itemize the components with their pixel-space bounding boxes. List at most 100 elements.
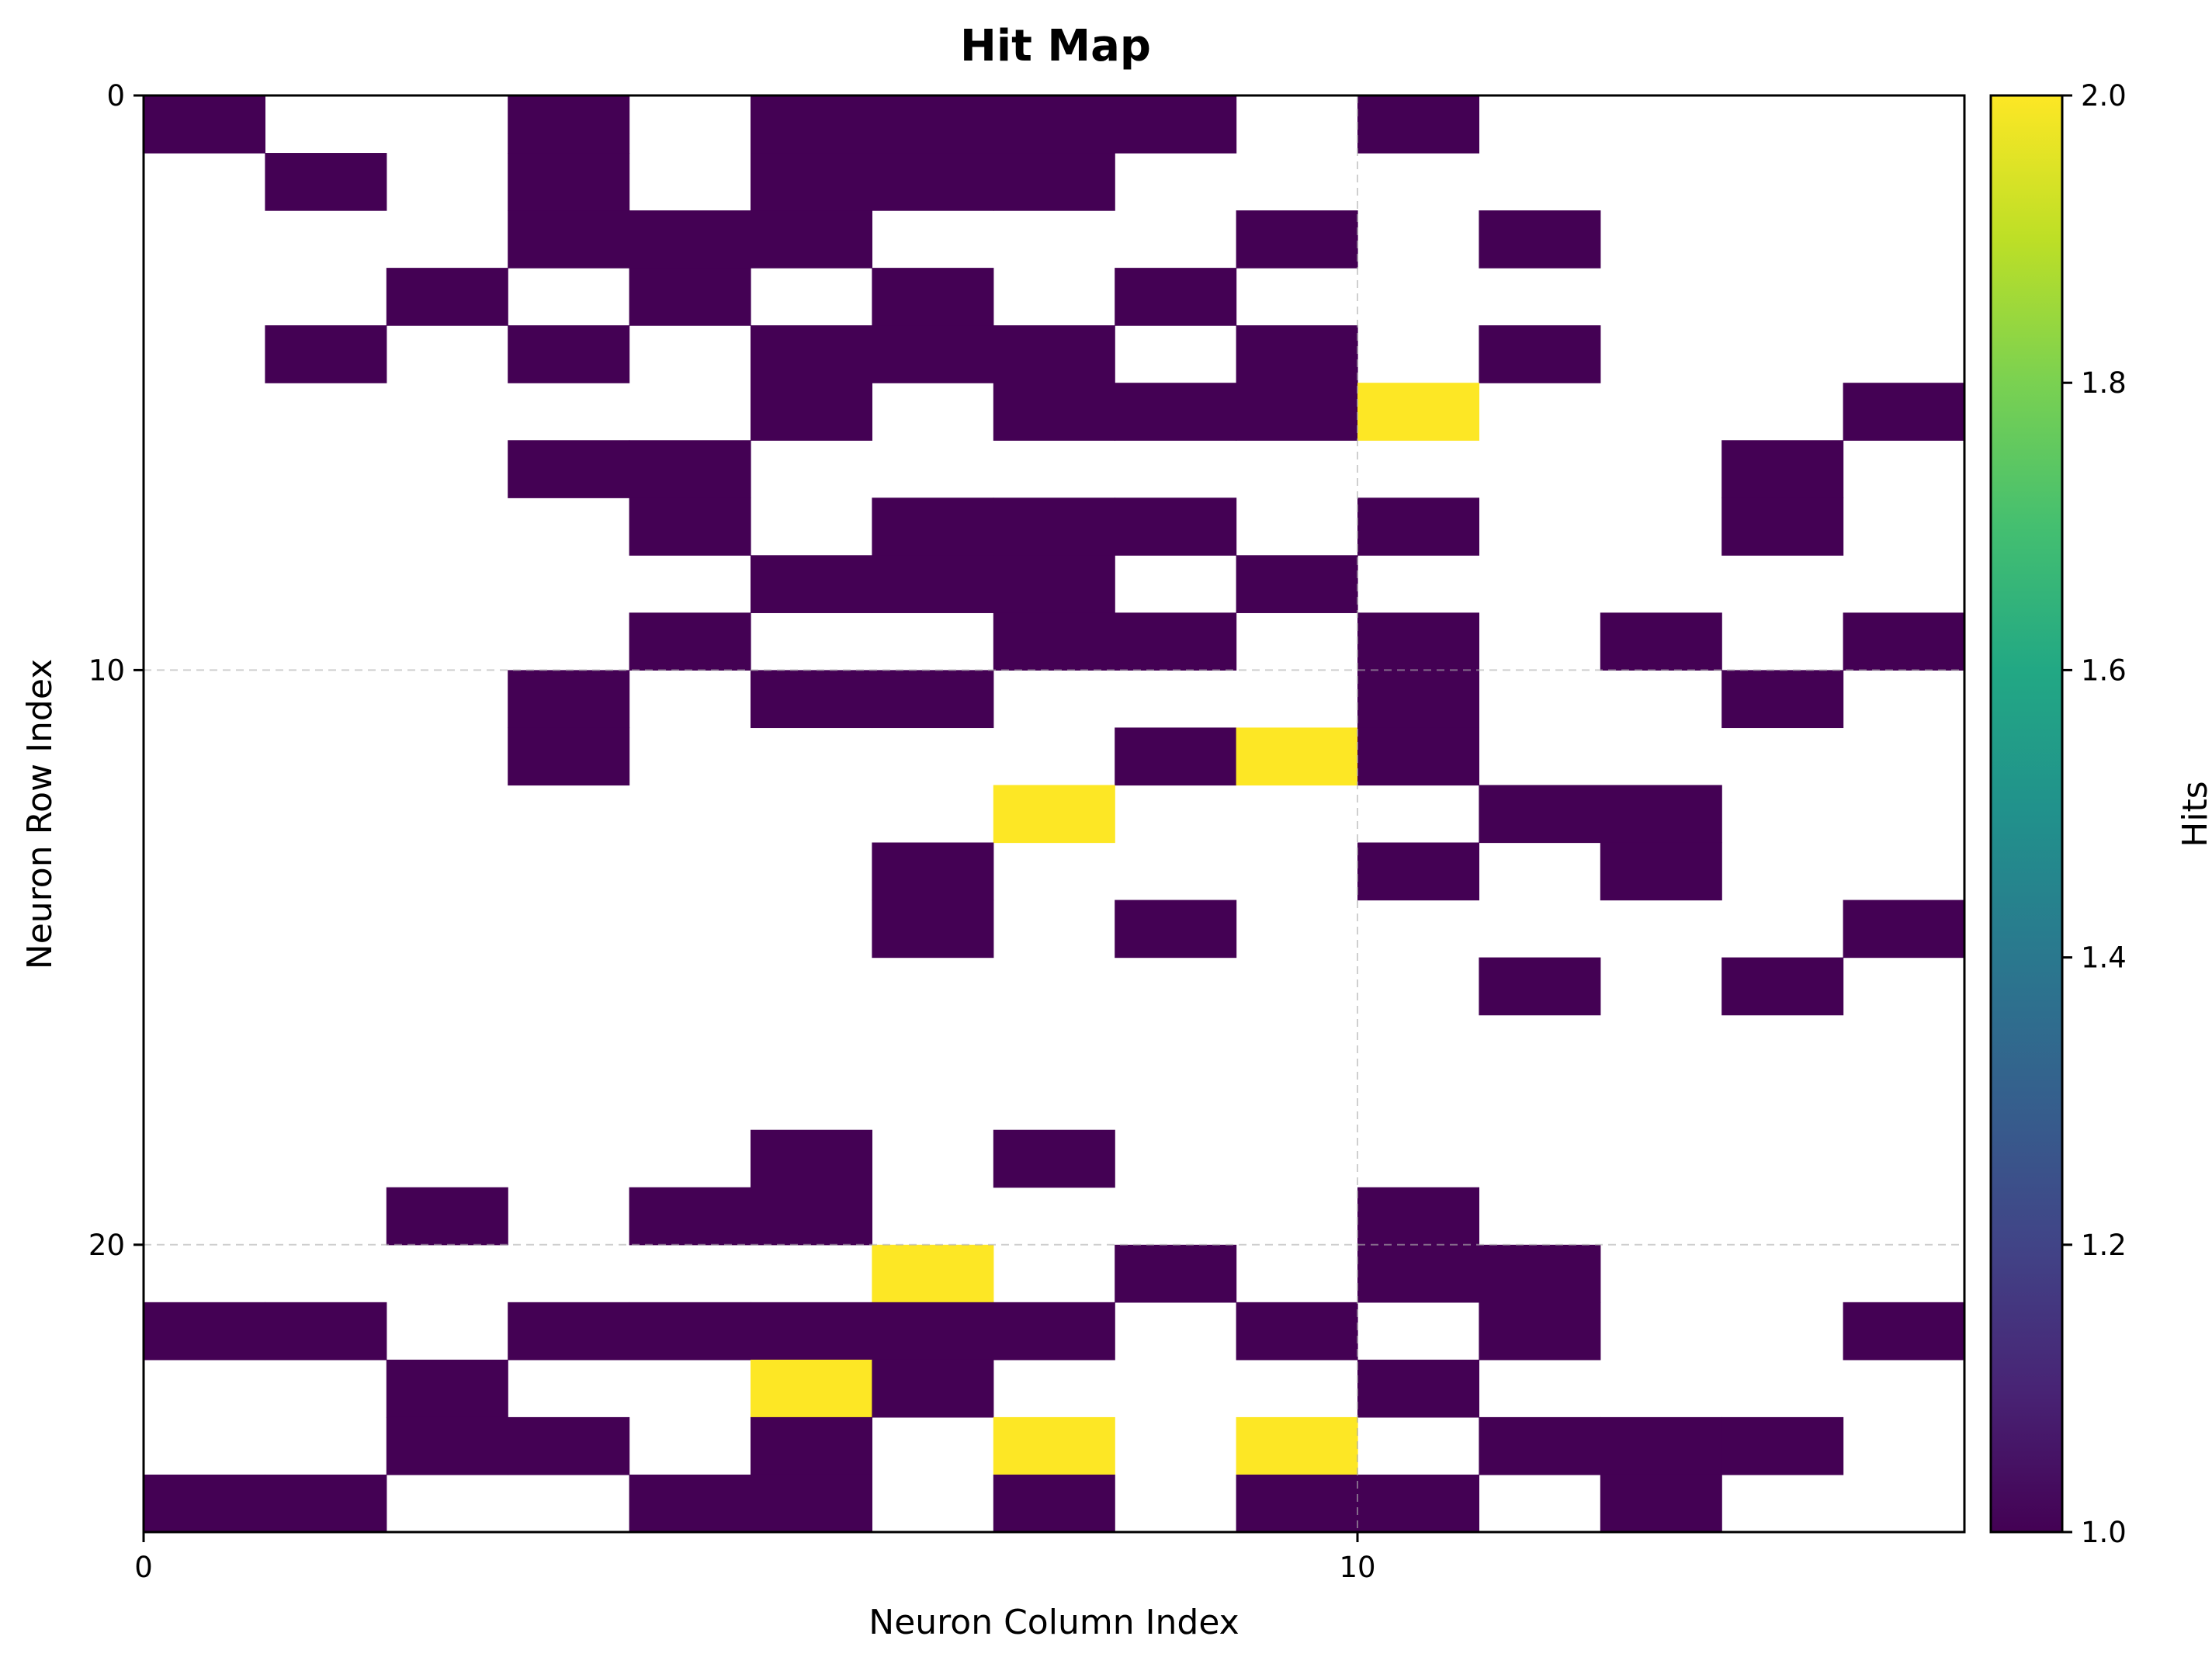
heatmap-cell: [751, 1359, 872, 1418]
heatmap-cell: [508, 727, 630, 786]
heatmap-cell: [751, 1129, 872, 1188]
heatmap-cell: [751, 1474, 872, 1533]
heatmap-cell: [386, 1359, 508, 1418]
heatmap-cell: [1115, 900, 1237, 959]
heatmap-cell: [751, 670, 872, 729]
heatmap-cell: [1479, 957, 1601, 1016]
heatmap-cell: [1721, 497, 1844, 556]
colorbar-tick-label: 1.6: [2081, 653, 2127, 687]
heatmap-cell: [1600, 1474, 1722, 1533]
heatmap-cell: [1357, 1187, 1479, 1246]
heatmap-cell: [386, 268, 508, 326]
heatmap-cell: [1357, 842, 1479, 901]
heatmap-cell: [629, 210, 751, 269]
heatmap-cell: [1115, 1244, 1237, 1303]
heatmap-cell: [1236, 555, 1358, 613]
heatmap-cell: [1479, 1244, 1601, 1303]
heatmap-cell: [751, 1302, 872, 1361]
x-axis-ticks: 0 10: [134, 1532, 1376, 1584]
heatmap-cell: [1479, 785, 1601, 844]
heatmap-cell: [1479, 1416, 1601, 1475]
heatmap-cell: [872, 900, 994, 959]
heatmap-cell: [751, 210, 872, 269]
heatmap-cells: [144, 95, 1965, 1533]
heatmap-cell: [1843, 900, 1965, 959]
heatmap-cell: [1843, 1302, 1965, 1361]
heatmap-cell: [993, 612, 1115, 671]
heatmap-cell: [1357, 670, 1479, 729]
gridlines: [144, 95, 1964, 1532]
heatmap-cell: [508, 440, 630, 498]
colorbar-ticks: 1.0 1.2 1.4 1.6 1.8 2.0: [2062, 79, 2127, 1549]
heatmap-cell: [1721, 1416, 1844, 1475]
heatmap-cell: [1115, 268, 1237, 326]
heatmap-cell: [1115, 727, 1237, 786]
heatmap-cell: [1236, 383, 1358, 441]
heatmap-cell: [993, 497, 1115, 556]
heatmap-cell: [1115, 383, 1237, 441]
heatmap-cell: [1479, 210, 1601, 269]
heatmap-cell: [1600, 785, 1722, 844]
y-tick-label: 10: [88, 653, 125, 687]
heatmap-cell: [1600, 842, 1722, 901]
heatmap-cell: [1721, 440, 1844, 498]
y-tick-label: 20: [88, 1229, 125, 1262]
heatmap-cell: [993, 1474, 1115, 1533]
heatmap-cell: [144, 1474, 265, 1533]
y-axis-label: Neuron Row Index: [20, 659, 60, 969]
heatmap-cell: [508, 1416, 630, 1475]
heatmap-cell: [1236, 1416, 1358, 1475]
heatmap-cell: [751, 325, 872, 383]
heatmap-cell: [629, 612, 751, 671]
heatmap-cell: [993, 325, 1115, 383]
heatmap-cell: [751, 1416, 872, 1475]
heatmap-cell: [265, 325, 387, 383]
heatmap-cell: [1115, 612, 1237, 671]
heatmap-cell: [993, 383, 1115, 441]
heatmap-cell: [386, 1187, 508, 1246]
plot-frame: [142, 94, 1966, 1534]
heatmap-cell: [1236, 210, 1358, 269]
colorbar: [1989, 94, 2064, 1534]
heatmap-cell: [265, 1474, 387, 1533]
heatmap-cell: [872, 153, 994, 211]
colorbar-tick-label: 1.0: [2081, 1516, 2127, 1549]
heatmap-cell: [1843, 612, 1965, 671]
heatmap-cell: [144, 95, 265, 154]
heatmap-cell: [1236, 1474, 1358, 1533]
heatmap-cell: [1721, 670, 1844, 729]
y-axis-ticks: 0 10 20: [88, 79, 144, 1262]
heatmap-cell: [872, 1244, 994, 1303]
heatmap-cell: [872, 842, 994, 901]
heatmap-cell: [629, 1474, 751, 1533]
heatmap-cell: [508, 95, 630, 154]
heatmap-cell: [1357, 612, 1479, 671]
heatmap-cell: [508, 153, 630, 211]
heatmap-cell: [508, 1302, 630, 1361]
heatmap-cell: [993, 1416, 1115, 1475]
heatmap-cell: [629, 1187, 751, 1246]
heatmap-cell: [751, 95, 872, 154]
heatmap-cell: [1600, 1416, 1722, 1475]
heatmap-cell: [872, 1359, 994, 1418]
heatmap-cell: [872, 325, 994, 383]
colorbar-tick-label: 1.8: [2081, 366, 2127, 400]
heatmap-cell: [751, 1187, 872, 1246]
heatmap-cell: [993, 555, 1115, 613]
heatmap-cell: [1236, 1302, 1358, 1361]
heatmap-cell: [1115, 497, 1237, 556]
heatmap-cell: [993, 153, 1115, 211]
heatmap-cell: [508, 670, 630, 729]
heatmap-cell: [751, 383, 872, 441]
heatmap-cell: [1843, 383, 1965, 441]
heatmap-cell: [1479, 1302, 1601, 1361]
heatmap-cell: [265, 153, 387, 211]
heatmap-cell: [872, 95, 994, 154]
heatmap-cell: [629, 268, 751, 326]
heatmap-cell: [1357, 497, 1479, 556]
heatmap-cell: [872, 497, 994, 556]
heatmap-cell: [1236, 727, 1358, 786]
heatmap-cell: [1721, 957, 1844, 1016]
colorbar-tick-label: 1.4: [2081, 941, 2127, 975]
